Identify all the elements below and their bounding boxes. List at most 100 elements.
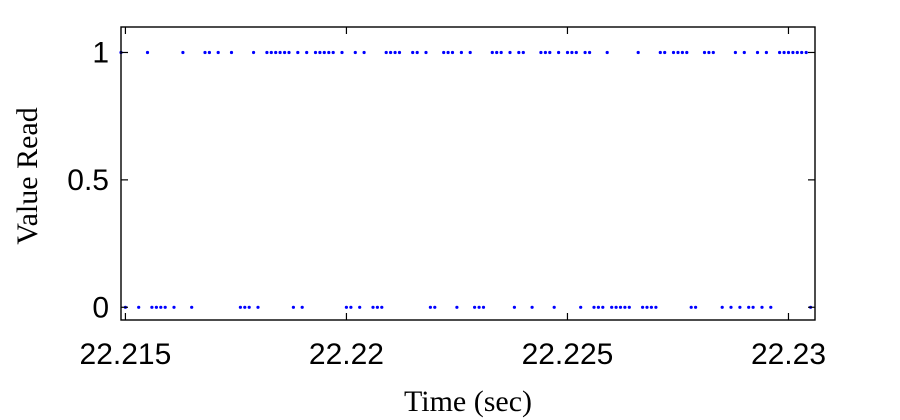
data-point xyxy=(291,305,295,309)
data-point xyxy=(349,305,353,309)
data-point xyxy=(539,50,543,55)
data-point xyxy=(287,50,291,55)
x-tick-label: 22.22 xyxy=(309,338,384,371)
data-point xyxy=(300,305,304,309)
data-point xyxy=(694,305,698,309)
data-point xyxy=(473,305,477,309)
data-point xyxy=(623,305,627,309)
data-point xyxy=(614,305,618,309)
data-point xyxy=(645,305,649,309)
data-point xyxy=(548,50,552,55)
y-axis-label: Value Read xyxy=(11,107,44,244)
data-point xyxy=(269,50,273,55)
data-point xyxy=(636,50,640,55)
data-point xyxy=(358,305,362,309)
y-axis-ticks: 00.51 xyxy=(67,36,815,324)
plot-frame xyxy=(120,26,816,321)
data-point xyxy=(442,50,446,55)
data-point xyxy=(274,50,278,55)
data-point xyxy=(565,50,570,55)
data-point xyxy=(512,305,517,309)
data-point xyxy=(663,50,667,55)
data-point xyxy=(685,50,689,55)
data-point xyxy=(517,50,521,55)
data-points xyxy=(119,50,813,309)
data-point xyxy=(265,50,269,55)
data-point xyxy=(711,50,715,55)
data-point xyxy=(459,50,463,55)
data-point xyxy=(468,50,472,55)
data-point xyxy=(446,50,450,55)
data-point xyxy=(778,50,782,55)
x-axis-ticks: 22.215 22.22 22.225 22.23 xyxy=(80,27,826,371)
data-point xyxy=(150,305,154,309)
data-point xyxy=(499,50,503,55)
data-point xyxy=(313,50,318,55)
data-point xyxy=(247,305,251,309)
x-tick-label: 22.225 xyxy=(522,338,614,371)
data-point xyxy=(764,50,769,55)
data-point xyxy=(397,50,402,55)
data-point xyxy=(720,305,724,309)
data-point xyxy=(340,50,344,55)
data-point xyxy=(738,305,742,309)
data-point xyxy=(760,305,764,309)
data-point xyxy=(207,50,211,55)
data-point xyxy=(671,50,676,55)
data-point xyxy=(389,50,393,55)
data-point xyxy=(450,50,455,55)
data-point xyxy=(605,50,609,55)
data-point xyxy=(344,305,348,309)
data-point xyxy=(495,50,499,55)
data-point xyxy=(641,305,645,309)
data-point xyxy=(428,305,432,309)
data-point xyxy=(353,50,357,55)
data-point xyxy=(786,50,791,55)
data-point xyxy=(570,50,574,55)
data-point xyxy=(411,50,415,55)
data-point xyxy=(137,305,141,309)
data-point xyxy=(530,305,534,309)
data-point xyxy=(163,305,167,309)
data-point xyxy=(658,50,662,55)
data-point xyxy=(676,50,680,55)
x-tick-label: 22.215 xyxy=(80,338,172,371)
data-point xyxy=(375,305,379,309)
y-tick-label: 0.5 xyxy=(67,164,109,197)
data-point xyxy=(490,50,494,55)
data-point xyxy=(800,50,804,55)
data-point xyxy=(508,50,512,55)
data-point xyxy=(601,305,605,309)
data-point xyxy=(557,50,561,55)
data-point xyxy=(755,50,760,55)
data-point xyxy=(190,305,194,309)
data-point xyxy=(804,50,808,55)
data-point xyxy=(415,50,419,55)
data-point xyxy=(238,305,242,309)
data-point xyxy=(702,50,707,55)
data-point xyxy=(384,50,388,55)
data-point xyxy=(649,305,654,309)
data-point xyxy=(795,50,799,55)
data-point xyxy=(243,305,247,309)
data-point xyxy=(618,305,623,309)
data-point xyxy=(729,305,733,309)
data-point xyxy=(296,50,300,55)
data-point xyxy=(154,305,158,309)
data-point xyxy=(477,305,481,309)
data-point xyxy=(424,50,428,55)
data-point xyxy=(742,50,746,55)
data-point xyxy=(371,305,375,309)
data-point xyxy=(393,50,397,55)
x-axis-label: Time (sec) xyxy=(404,385,532,418)
data-point xyxy=(579,305,583,309)
data-point xyxy=(322,50,326,55)
data-point xyxy=(782,50,786,55)
data-point xyxy=(733,50,738,55)
data-point xyxy=(327,50,331,55)
data-point xyxy=(592,305,596,309)
data-point xyxy=(362,50,366,55)
data-point xyxy=(181,50,185,55)
data-point xyxy=(159,305,163,309)
